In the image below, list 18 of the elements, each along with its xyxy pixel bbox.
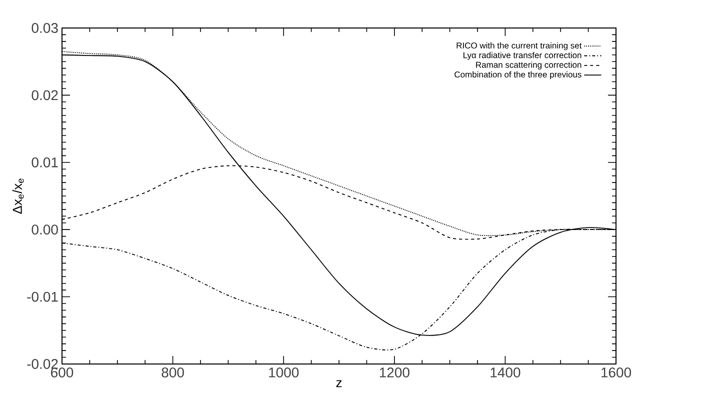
x-tick-label: 600 [51,368,74,378]
y-tick-label: -0.01 [27,292,58,302]
legend-label: RICO with the current training set [456,42,582,50]
x-axis-title: z [336,380,342,388]
y-tick-label: -0.02 [27,359,58,369]
x-tick-label: 1600 [601,368,632,378]
x-tick-label: 800 [162,368,184,378]
legend-label: Combination of the three previous [454,71,582,80]
y-tick-label: 0.00 [32,224,58,235]
x-tick-label: 1200 [380,368,410,378]
legend-label: Lyα radiative transfer correction [464,52,582,60]
x-tick-label: 1400 [490,368,520,378]
y-tick-label: 0.02 [32,90,58,100]
x-tick-label: 1000 [269,368,299,378]
y-axis-title: Δx$_{e}$/x$_{e}$ [12,178,24,214]
y-tick-label: 0.03 [32,23,58,33]
legend-label: Raman scattering correction [476,62,582,70]
y-tick-label: 0.01 [32,157,58,168]
